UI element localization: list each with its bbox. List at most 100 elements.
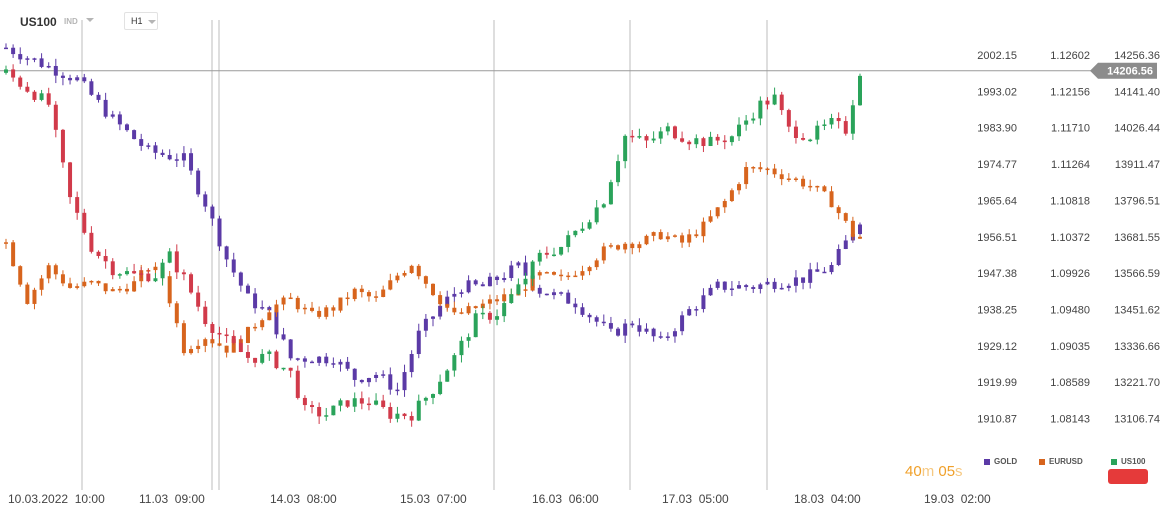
eurusd-candle [701, 217, 706, 243]
axis-tick-label: 13451.62 [1114, 304, 1160, 316]
eurusd-candle [132, 276, 137, 292]
gold-candle [302, 356, 307, 368]
gold-candle [566, 289, 571, 304]
us100-candle [793, 120, 798, 144]
eurusd-candle [46, 262, 51, 284]
us100-candle [416, 394, 421, 422]
us100-candle [153, 272, 158, 283]
gold-candle [68, 74, 73, 85]
eurusd-candle [359, 285, 364, 298]
gold-candle [32, 57, 37, 63]
eurusd-candle [651, 231, 656, 242]
eurusd-candle [167, 270, 172, 308]
eurusd-candle [253, 323, 258, 332]
us100-candle [359, 391, 364, 410]
gold-candle [623, 319, 628, 344]
gold-candle [167, 149, 172, 161]
eurusd-candle [452, 301, 457, 315]
eurusd-candle [217, 337, 222, 347]
gold-candle [317, 356, 322, 366]
us100-candle [238, 335, 243, 353]
us100-candle [616, 154, 621, 187]
us100-candle [189, 272, 194, 295]
eurusd-candle [694, 229, 699, 238]
current-price-label: 14206.56 [1107, 66, 1153, 78]
legend-eurusd[interactable]: EURUSD [1039, 457, 1083, 466]
gold-candle [196, 168, 201, 198]
us100-candle [850, 99, 855, 140]
eurusd-candle [60, 270, 65, 287]
sell-button[interactable] [1108, 469, 1148, 484]
gold-candle [409, 350, 414, 378]
eurusd-candle [445, 303, 450, 312]
us100-candle [295, 365, 300, 400]
axis-tick-label: 13566.59 [1114, 268, 1160, 280]
eurusd-candle [189, 345, 194, 355]
eurusd-candle [708, 210, 713, 223]
us100-candle [11, 64, 16, 82]
us100-candle [110, 258, 115, 280]
us100-candle [68, 161, 73, 204]
eurusd-candle [573, 270, 578, 278]
countdown-minutes-unit: m [921, 463, 935, 480]
x-tick-label: 14.03 08:00 [270, 492, 337, 506]
eurusd-candle [537, 270, 542, 280]
axis-tick-label: 1.11710 [1051, 123, 1090, 135]
legend-gold[interactable]: GOLD [984, 457, 1017, 466]
us100-candle [345, 400, 350, 408]
us100-candle [537, 249, 542, 266]
us100-candle [352, 392, 357, 413]
gold-candle [132, 129, 137, 140]
candle-countdown: 40m 05s [905, 463, 963, 480]
timeframe-select[interactable]: H1 [124, 12, 158, 30]
us100-candle [580, 222, 585, 233]
us100-candle [509, 288, 514, 304]
gold-candle [509, 260, 514, 282]
us100-candle [765, 97, 770, 110]
chevron-down-icon[interactable] [86, 18, 94, 22]
us100-candle [758, 96, 763, 126]
legend-us100[interactable]: US100 [1111, 457, 1145, 466]
axis-tick-label: 1974.77 [977, 159, 1017, 171]
eurusd-candle [409, 264, 414, 274]
gold-candle [537, 284, 542, 298]
axis-tick-label: 1919.99 [977, 377, 1017, 389]
eurusd-candle [32, 287, 37, 310]
eurusd-candle [431, 283, 435, 297]
gold-candle [82, 73, 87, 84]
us100-candle [772, 87, 777, 106]
eurusd-candle [53, 263, 58, 280]
us100-candle [779, 91, 784, 115]
gold-candle [359, 379, 364, 384]
eurusd-candle [559, 269, 564, 281]
x-tick-label: 19.03 02:00 [924, 492, 991, 506]
gold-candle [374, 372, 379, 383]
eurusd-candle [402, 270, 407, 278]
us100-candle [722, 135, 727, 150]
us100-candle [18, 75, 23, 90]
us100-candle [338, 398, 343, 412]
axis-tick-label: 14256.36 [1114, 50, 1160, 62]
gold-candle [608, 316, 613, 332]
eurusd-candle [18, 265, 23, 287]
symbol-label[interactable]: US100 [20, 15, 57, 29]
gold-candle [89, 78, 94, 96]
chart-grid [0, 20, 1098, 490]
eurusd-candle [11, 239, 16, 267]
gold-candle [751, 285, 756, 293]
gold-candle [423, 313, 428, 338]
eurusd-candle [801, 175, 806, 190]
axis-tick-label: 1.08589 [1050, 377, 1090, 389]
axis-tick-label: 1.08143 [1050, 414, 1090, 426]
gold-candle [701, 288, 706, 313]
gold-candle [39, 53, 44, 69]
eurusd-candle [772, 163, 777, 178]
us100-candle [231, 330, 236, 345]
eurusd-candle [758, 161, 763, 172]
us100-candle [374, 393, 379, 406]
eurusd-candle [438, 291, 443, 307]
eurusd-candle [295, 295, 300, 313]
axis-tick-label: 1.11264 [1051, 159, 1090, 171]
legend-label: EURUSD [1049, 457, 1083, 466]
